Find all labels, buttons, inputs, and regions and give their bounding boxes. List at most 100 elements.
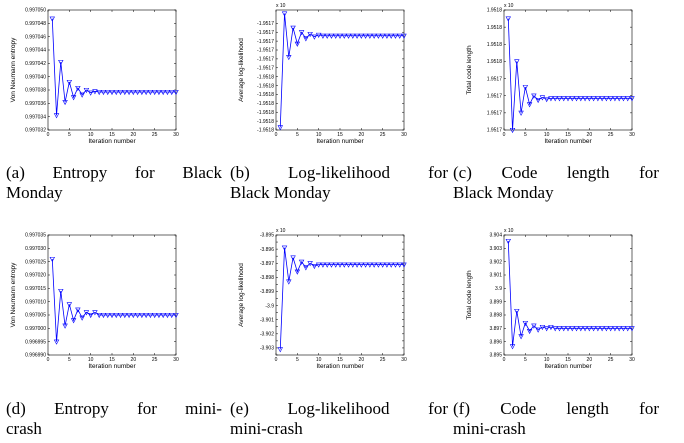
- data-point-marker: [350, 33, 356, 39]
- data-point-marker: [612, 326, 618, 332]
- x-tick-label: 30: [173, 132, 179, 138]
- data-point-marker: [173, 89, 179, 96]
- data-point-marker: [130, 89, 137, 96]
- data-point-marker: [286, 55, 292, 61]
- x-tick-label: 25: [380, 357, 386, 363]
- data-point-marker: [565, 326, 571, 332]
- data-point-marker: [371, 262, 377, 268]
- data-point-marker: [87, 312, 94, 319]
- data-point-marker: [277, 125, 283, 131]
- data-point-marker: [384, 262, 390, 268]
- data-point-marker: [552, 96, 558, 102]
- x-tick-label: 30: [629, 132, 635, 138]
- data-point-marker: [358, 33, 365, 39]
- y-tick-label: 0.997050: [25, 8, 46, 14]
- exponent-label: x 10: [276, 228, 286, 234]
- plot-e: 0 5 10 15 20 25 30 -3.903 -3.902 -3.901 -3.9 -3.899…: [238, 228, 407, 370]
- x-tick-label: 5: [68, 357, 71, 363]
- x-tick-label: 0: [503, 357, 506, 363]
- y-axis-label: Von Neumann entropy: [10, 37, 17, 102]
- data-point-marker: [535, 97, 541, 104]
- y-tick-label: -3.903: [260, 346, 274, 352]
- data-point-marker: [531, 93, 537, 99]
- data-point-marker: [117, 312, 124, 319]
- data-point-marker: [599, 96, 605, 102]
- y-axis-label: Average log-likelihood: [238, 38, 245, 102]
- y-tick-label: 0.997005: [25, 313, 46, 319]
- data-point-marker: [616, 326, 622, 332]
- x-tick-label: 20: [587, 357, 593, 363]
- y-tick-label: 0.997020: [25, 273, 46, 279]
- y-tick-label: 3.9: [495, 286, 502, 292]
- exponent-label: x 10: [504, 228, 514, 234]
- data-point-marker: [379, 33, 386, 39]
- x-tick-label: 20: [131, 132, 137, 138]
- data-point-marker: [595, 96, 601, 102]
- x-tick-label: 25: [608, 357, 614, 363]
- y-tick-label: -1.9518: [257, 110, 274, 116]
- plot-c: 0 5 10 15 20 25 30 1.9517 1.9517 1.9517 1.9517 1.95…: [466, 3, 635, 145]
- y-tick-label: -1.9518: [257, 101, 274, 107]
- y-tick-label: -1.9518: [257, 119, 274, 125]
- y-tick-label: 0.997038: [25, 88, 46, 94]
- data-point-marker: [79, 315, 85, 321]
- plot-frame: [47, 234, 177, 356]
- data-point-marker: [337, 33, 343, 39]
- data-point-marker: [147, 312, 154, 319]
- x-tick-label: 20: [359, 132, 365, 138]
- x-tick-label: 0: [47, 132, 50, 138]
- x-tick-label: 0: [275, 357, 278, 363]
- caption-e-word: for: [428, 399, 448, 418]
- caption-e-word: Log-likelihood: [287, 399, 390, 418]
- data-point-marker: [401, 262, 407, 268]
- data-point-marker: [66, 302, 73, 308]
- caption-f-word: Code: [500, 399, 537, 418]
- data-point-marker: [620, 326, 627, 332]
- x-tick-label: 0: [47, 357, 50, 363]
- y-tick-label: 1.9518: [487, 59, 503, 65]
- y-tick-label: 1.9517: [487, 93, 503, 99]
- data-point-marker: [358, 262, 365, 268]
- data-point-marker: [160, 312, 166, 319]
- caption-c-word: for: [639, 163, 659, 182]
- data-point-marker: [625, 96, 631, 102]
- data-point-marker: [392, 33, 399, 39]
- caption-d-word: (d): [6, 399, 26, 418]
- plot-frame: [275, 9, 405, 131]
- data-point-marker: [561, 96, 567, 102]
- data-point-marker: [290, 25, 296, 31]
- x-tick-label: 15: [337, 357, 343, 363]
- caption-b-line2: Black Monday: [230, 183, 331, 202]
- data-point-marker: [113, 312, 119, 319]
- caption-c-word: (c): [453, 163, 472, 182]
- data-point-marker: [298, 30, 305, 36]
- x-tick-label: 20: [131, 357, 137, 363]
- x-tick-label: 25: [152, 357, 158, 363]
- data-point-marker: [134, 89, 141, 96]
- y-tick-label: 0.997048: [25, 21, 46, 27]
- data-point-marker: [375, 262, 382, 268]
- caption-c-word: length: [567, 163, 610, 182]
- x-tick-label: 15: [565, 132, 571, 138]
- y-tick-label: 0.997036: [25, 101, 46, 107]
- data-point-marker: [578, 326, 584, 332]
- x-tick-label: 5: [296, 357, 299, 363]
- data-point-marker: [509, 127, 516, 134]
- data-point-marker: [311, 263, 318, 270]
- data-point-marker: [58, 59, 64, 66]
- caption-a-line2: Monday: [6, 183, 63, 202]
- data-point-marker: [100, 89, 107, 96]
- data-point-marker: [62, 99, 68, 106]
- x-tick-label: 30: [401, 357, 407, 363]
- plot-frame: [503, 9, 633, 131]
- y-tick-label: 0.997025: [25, 259, 46, 265]
- y-tick-label: 0.997035: [25, 233, 46, 239]
- data-point-marker: [105, 312, 111, 319]
- data-point-marker: [156, 312, 162, 319]
- data-point-marker: [49, 256, 55, 263]
- data-point-marker: [307, 31, 313, 38]
- x-tick-label: 30: [401, 132, 407, 138]
- data-point-marker: [151, 89, 158, 96]
- data-point-marker: [397, 262, 403, 268]
- x-tick-label: 10: [544, 357, 550, 363]
